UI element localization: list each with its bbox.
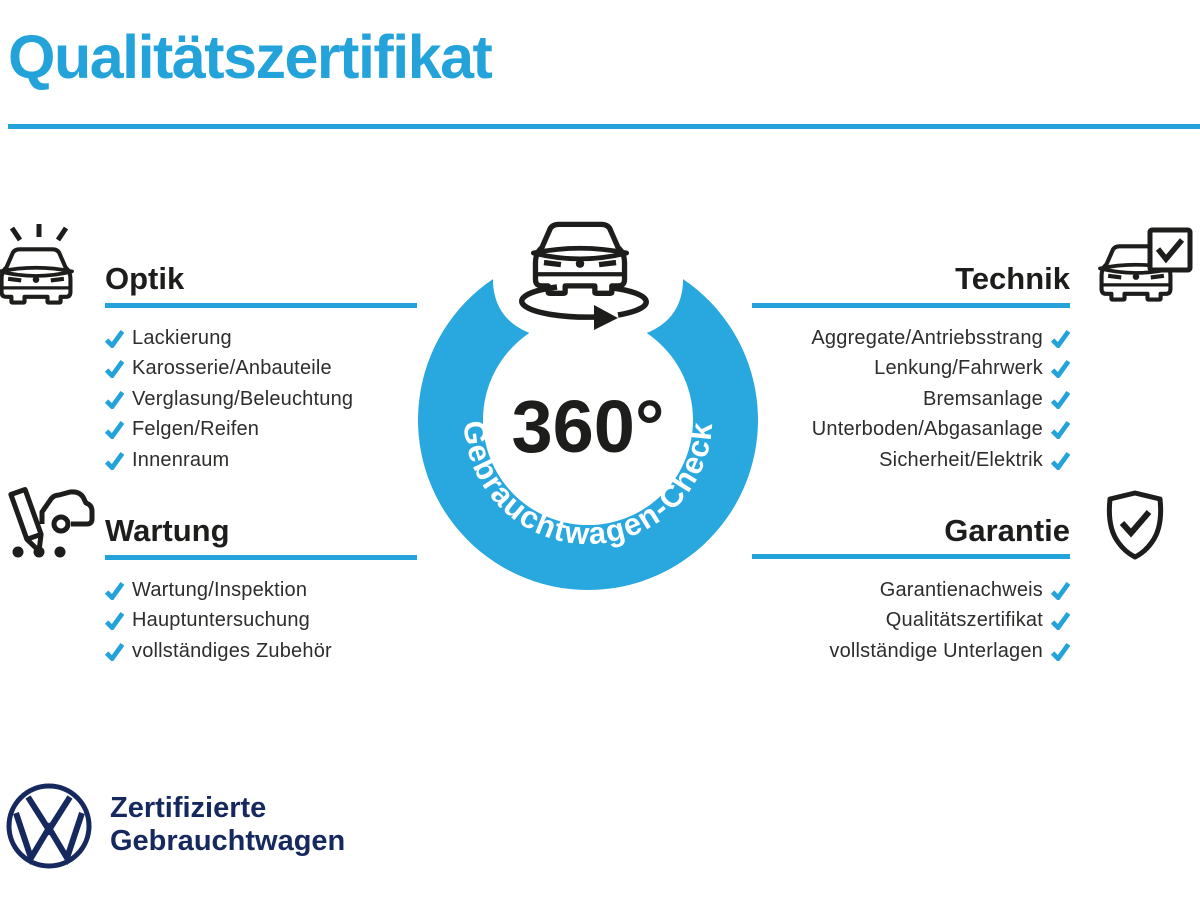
section-header-wartung: Wartung — [105, 513, 230, 548]
list-item-label: Innenraum — [132, 448, 230, 471]
list-item-label: Bremsanlage — [922, 387, 1043, 410]
vw-logo — [6, 783, 92, 869]
section-header-technik: Technik — [955, 261, 1070, 296]
list-item: Bremsanlage — [740, 388, 1070, 410]
check-icon — [105, 329, 124, 348]
page-title: Qualitätszertifikat — [8, 23, 493, 91]
list-item-label: Unterboden/Abgasanlage — [811, 418, 1043, 440]
list-item-label: Aggregate/Antriebsstrang — [811, 326, 1043, 349]
brand-claim-line2: Gebrauchtwagen — [110, 825, 346, 857]
list-item-label: Felgen/Reifen — [132, 418, 260, 440]
list-item: Karosserie/Anbauteile — [105, 357, 425, 380]
brand-claim: Zertifizierte Gebrauchtwagen — [110, 792, 345, 858]
technik-list: Aggregate/Antriebsstrang Lenkung/Fahrwer… — [740, 327, 1070, 471]
list-item: Felgen/Reifen — [105, 418, 425, 441]
list-item: Hauptuntersuchung — [105, 609, 425, 632]
check-icon — [1051, 451, 1070, 470]
list-item: Lackierung — [105, 327, 425, 349]
sparkling-car-icon — [0, 224, 72, 303]
section-rule-wartung — [105, 555, 417, 560]
list-item-label: Sicherheit/Elektrik — [879, 448, 1043, 471]
list-item: Verglasung/Beleuchtung — [105, 388, 425, 410]
list-item: Sicherheit/Elektrik — [740, 449, 1070, 471]
list-item: Aggregate/Antriebsstrang — [740, 327, 1070, 349]
check-icon — [105, 611, 124, 630]
garantie-list: Garantienachweis Qualitätszertifikat vol… — [740, 579, 1070, 662]
optik-list: Lackierung Karosserie/Anbauteile Verglas… — [105, 327, 425, 471]
ring-badge: Gebrauchtwagen-Check 360° — [418, 224, 758, 591]
list-item-label: Wartung/Inspektion — [132, 578, 308, 601]
list-item-label: Verglasung/Beleuchtung — [132, 387, 354, 410]
brand-claim-line1: Zertifizierte — [110, 792, 267, 824]
list-item-label: vollständige Unterlagen — [829, 639, 1043, 662]
section-rule-technik — [752, 303, 1070, 308]
ring-shape — [418, 279, 758, 591]
section-header-optik: Optik — [105, 261, 185, 296]
list-item: Wartung/Inspektion — [105, 579, 425, 601]
section-rule-garantie — [752, 554, 1070, 559]
check-icon — [105, 359, 124, 378]
list-item: Unterboden/Abgasanlage — [740, 418, 1070, 441]
list-item: Qualitätszertifikat — [740, 609, 1070, 632]
list-item-label: Lenkung/Fahrwerk — [874, 357, 1043, 379]
check-icon — [1051, 390, 1070, 409]
check-icon — [1051, 420, 1070, 439]
check-icon — [1051, 329, 1070, 348]
list-item-label: Karosserie/Anbauteile — [132, 357, 332, 379]
check-icon — [105, 420, 124, 439]
car-rotation-icon — [519, 224, 649, 330]
check-icon — [1051, 642, 1070, 661]
check-icon — [105, 581, 124, 600]
check-icon — [105, 390, 124, 409]
shield-check-icon — [1106, 490, 1164, 560]
check-icon — [1051, 359, 1070, 378]
list-item-label: Qualitätszertifikat — [885, 609, 1043, 631]
car-front-icon — [533, 224, 626, 293]
list-item: Innenraum — [105, 449, 425, 471]
list-item: vollständiges Zubehör — [105, 640, 425, 662]
check-icon — [1051, 581, 1070, 600]
section-rule-optik — [105, 303, 417, 308]
rotation-arrow-icon — [519, 284, 649, 330]
car-checklist-icon — [1100, 227, 1193, 300]
title-rule — [8, 124, 1200, 129]
check-icon — [105, 642, 124, 661]
pencil-car-icon — [8, 487, 95, 558]
list-item-label: Hauptuntersuchung — [132, 609, 310, 631]
list-item-label: vollständiges Zubehör — [132, 639, 332, 662]
list-item-label: Lackierung — [132, 326, 232, 349]
degree-label: 360° — [511, 385, 664, 468]
wartung-list: Wartung/Inspektion Hauptuntersuchung vol… — [105, 579, 425, 662]
list-item: Garantienachweis — [740, 579, 1070, 601]
check-icon — [1051, 611, 1070, 630]
list-item: Lenkung/Fahrwerk — [740, 357, 1070, 380]
section-header-garantie: Garantie — [944, 513, 1070, 548]
check-icon — [105, 451, 124, 470]
list-item: vollständige Unterlagen — [740, 640, 1070, 662]
list-item-label: Garantienachweis — [879, 578, 1043, 601]
